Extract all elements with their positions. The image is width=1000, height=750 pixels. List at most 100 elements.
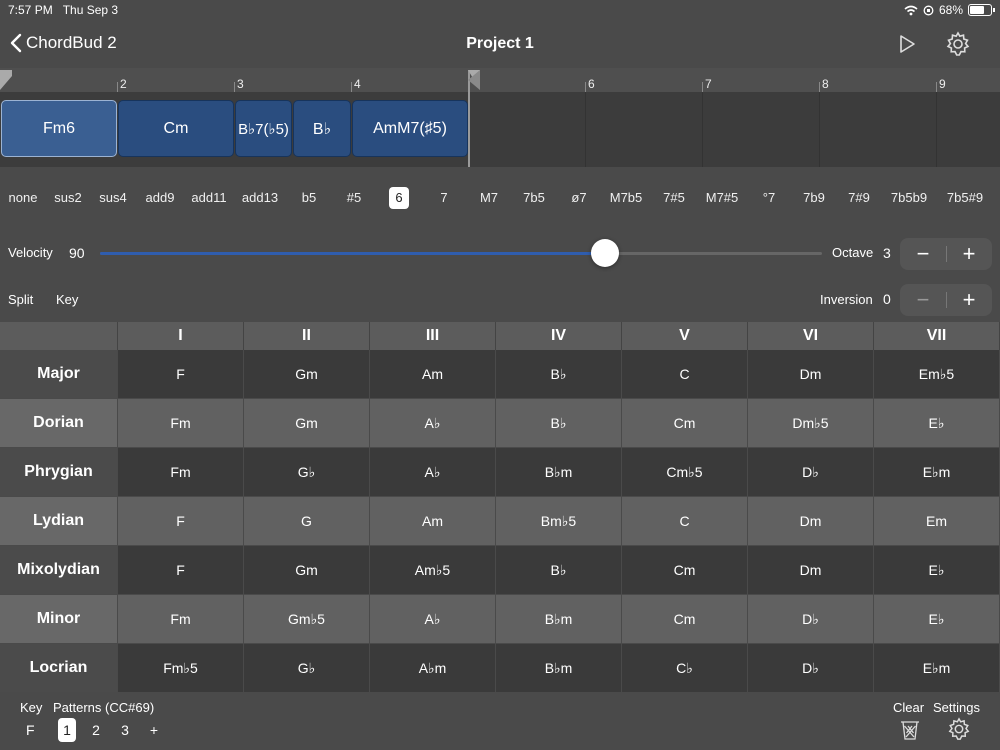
chord-block[interactable]: AmM7(♯5) bbox=[352, 100, 468, 157]
extension-button[interactable]: 7b5#9 bbox=[946, 190, 984, 205]
extension-button[interactable]: 7b5 bbox=[523, 190, 545, 205]
chord-track[interactable]: Fm6 Cm B♭7(♭5) B♭ AmM7(♯5) bbox=[0, 92, 1000, 167]
extension-button[interactable]: ø7 bbox=[571, 190, 587, 205]
chord-cell[interactable]: Em♭5 bbox=[874, 350, 1000, 399]
velocity-slider-thumb[interactable] bbox=[591, 239, 619, 267]
extension-button[interactable]: 7b5b9 bbox=[890, 190, 928, 205]
extension-button[interactable]: 7 bbox=[440, 190, 448, 205]
chord-cell[interactable]: C bbox=[622, 350, 748, 399]
chord-cell[interactable]: Am bbox=[370, 350, 496, 399]
chord-block[interactable]: Fm6 bbox=[1, 100, 117, 157]
chord-cell[interactable]: E♭ bbox=[874, 595, 1000, 644]
bar-tick bbox=[819, 82, 820, 92]
pattern-button[interactable]: 2 bbox=[92, 722, 100, 738]
chord-cell[interactable]: C♭ bbox=[622, 644, 748, 693]
settings-button[interactable] bbox=[945, 31, 971, 62]
chord-cell[interactable]: Dm bbox=[748, 546, 874, 595]
trash-icon[interactable] bbox=[900, 719, 920, 741]
add-pattern-button[interactable]: + bbox=[149, 722, 159, 738]
chord-cell[interactable]: Cm bbox=[622, 546, 748, 595]
chord-cell[interactable]: B♭m bbox=[496, 448, 622, 497]
loop-end-marker[interactable] bbox=[468, 70, 482, 90]
extension-button[interactable]: sus2 bbox=[54, 190, 82, 205]
extension-button[interactable]: M7 bbox=[479, 190, 499, 205]
chord-cell[interactable]: Fm bbox=[118, 448, 244, 497]
chord-cell[interactable]: E♭m bbox=[874, 448, 1000, 497]
key-selector[interactable]: F bbox=[26, 722, 35, 738]
chord-cell[interactable]: Cm bbox=[622, 399, 748, 448]
octave-increase-button[interactable]: + bbox=[962, 241, 976, 266]
chord-cell[interactable]: Cm♭5 bbox=[622, 448, 748, 497]
extension-button[interactable]: add9 bbox=[145, 190, 175, 205]
extension-button[interactable]: 7#5 bbox=[663, 190, 685, 205]
chord-cell[interactable]: Gm♭5 bbox=[244, 595, 370, 644]
chord-cell[interactable]: A♭ bbox=[370, 448, 496, 497]
chord-cell[interactable]: A♭ bbox=[370, 399, 496, 448]
chord-cell[interactable]: B♭ bbox=[496, 546, 622, 595]
extension-button[interactable]: #5 bbox=[346, 190, 362, 205]
extension-button[interactable]: add11 bbox=[191, 190, 227, 205]
extension-button[interactable]: M7b5 bbox=[609, 190, 643, 205]
extension-button[interactable]: sus4 bbox=[99, 190, 127, 205]
loop-start-marker[interactable] bbox=[0, 70, 14, 90]
chord-cell[interactable]: Dm bbox=[748, 350, 874, 399]
chord-cell[interactable]: D♭ bbox=[748, 448, 874, 497]
chord-cell[interactable]: Gm bbox=[244, 399, 370, 448]
chord-cell[interactable]: Em bbox=[874, 497, 1000, 546]
chord-cell[interactable]: Gm bbox=[244, 350, 370, 399]
chord-cell[interactable]: B♭m bbox=[496, 595, 622, 644]
chord-cell[interactable]: G♭ bbox=[244, 644, 370, 693]
octave-decrease-button[interactable]: − bbox=[916, 241, 930, 266]
gear-icon[interactable] bbox=[947, 717, 971, 741]
chord-cell[interactable]: Am bbox=[370, 497, 496, 546]
extension-button[interactable]: M7#5 bbox=[705, 190, 739, 205]
orientation-lock-icon bbox=[923, 5, 934, 15]
chord-cell[interactable]: B♭ bbox=[496, 350, 622, 399]
chord-cell[interactable]: B♭ bbox=[496, 399, 622, 448]
pattern-button[interactable]: 3 bbox=[121, 722, 129, 738]
chord-cell[interactable]: Cm bbox=[622, 595, 748, 644]
chord-cell[interactable]: Am♭5 bbox=[370, 546, 496, 595]
extension-button[interactable]: 7#9 bbox=[848, 190, 870, 205]
key-button[interactable]: Key bbox=[56, 292, 79, 307]
chord-cell[interactable]: F bbox=[118, 497, 244, 546]
chord-block[interactable]: B♭ bbox=[293, 100, 351, 157]
extension-button[interactable]: add13 bbox=[241, 190, 279, 205]
chord-cell[interactable]: E♭ bbox=[874, 399, 1000, 448]
chord-cell[interactable]: E♭ bbox=[874, 546, 1000, 595]
pattern-button[interactable]: 1 bbox=[58, 718, 76, 742]
chord-cell[interactable]: Gm bbox=[244, 546, 370, 595]
extension-button[interactable]: °7 bbox=[762, 190, 776, 205]
chord-cell[interactable]: F bbox=[118, 546, 244, 595]
back-button[interactable]: ChordBud 2 bbox=[10, 33, 117, 53]
inversion-increase-button[interactable]: + bbox=[962, 287, 976, 312]
chord-cell[interactable]: F bbox=[118, 350, 244, 399]
chord-cell[interactable]: D♭ bbox=[748, 595, 874, 644]
play-button[interactable] bbox=[896, 33, 918, 60]
chord-cell[interactable]: Dm bbox=[748, 497, 874, 546]
extension-button[interactable]: b5 bbox=[301, 190, 317, 205]
chord-cell[interactable]: G bbox=[244, 497, 370, 546]
chord-cell[interactable]: D♭ bbox=[748, 644, 874, 693]
timeline-ruler[interactable]: 2 3 4 6 7 8 9 bbox=[0, 68, 1000, 93]
chord-cell[interactable]: A♭ bbox=[370, 595, 496, 644]
chord-cell[interactable]: A♭m bbox=[370, 644, 496, 693]
chord-cell[interactable]: G♭ bbox=[244, 448, 370, 497]
split-button[interactable]: Split bbox=[8, 292, 34, 307]
chord-cell[interactable]: C bbox=[622, 497, 748, 546]
chord-block[interactable]: Cm bbox=[118, 100, 234, 157]
chord-cell[interactable]: Fm bbox=[118, 595, 244, 644]
extension-button[interactable]: 6 bbox=[389, 187, 409, 209]
chord-cell[interactable]: B♭m bbox=[496, 644, 622, 693]
extension-button[interactable]: none bbox=[8, 190, 38, 205]
chord-cell[interactable]: Bm♭5 bbox=[496, 497, 622, 546]
extension-button[interactable]: 7b9 bbox=[803, 190, 825, 205]
chord-cell[interactable]: Dm♭5 bbox=[748, 399, 874, 448]
velocity-slider[interactable] bbox=[100, 252, 822, 255]
inversion-decrease-button[interactable]: − bbox=[916, 287, 930, 312]
octave-value: 3 bbox=[883, 245, 891, 261]
chord-cell[interactable]: Fm bbox=[118, 399, 244, 448]
chord-cell[interactable]: E♭m bbox=[874, 644, 1000, 693]
chord-block[interactable]: B♭7(♭5) bbox=[235, 100, 292, 157]
chord-cell[interactable]: Fm♭5 bbox=[118, 644, 244, 693]
